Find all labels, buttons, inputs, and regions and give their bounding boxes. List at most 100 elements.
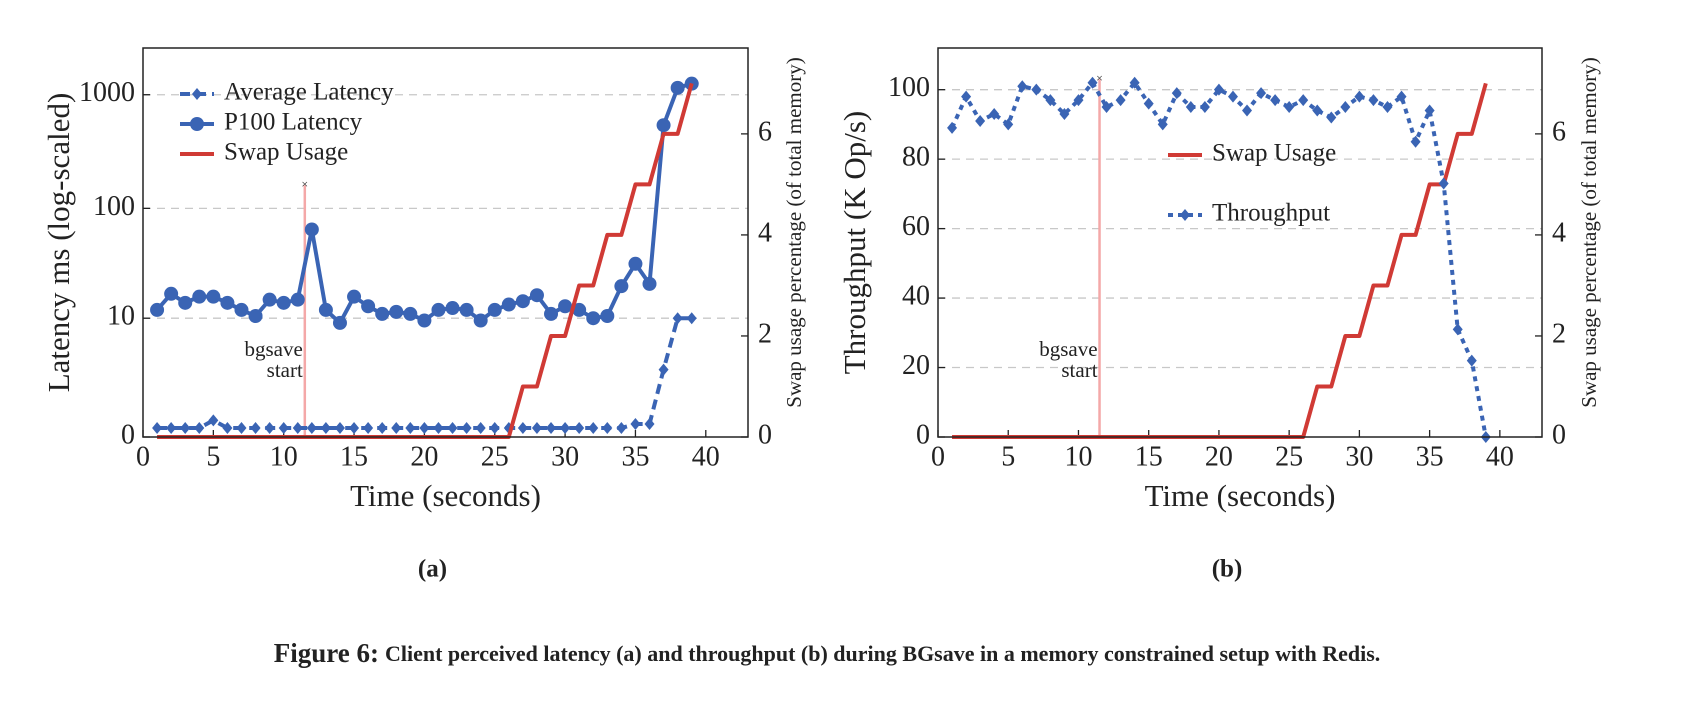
y2-axis-label: Swap usage percentage (of total memory) — [782, 57, 806, 407]
point — [447, 421, 458, 434]
point — [377, 421, 388, 434]
point — [290, 292, 305, 307]
y2-axis-label: Swap usage percentage (of total memory) — [1577, 57, 1601, 407]
point — [1073, 94, 1084, 107]
legend-label: Average Latency — [224, 79, 394, 106]
x-tick-label: 5 — [206, 441, 220, 472]
point — [487, 302, 502, 317]
point — [1298, 94, 1309, 107]
y2-tick-label: 6 — [758, 116, 772, 147]
point — [501, 297, 516, 312]
point — [602, 421, 613, 434]
point — [164, 286, 179, 301]
point — [1185, 101, 1196, 114]
point — [489, 421, 500, 434]
y2-tick-label: 0 — [758, 419, 772, 450]
y-tick-label: 0 — [916, 419, 930, 450]
annotation-text: bgsave — [244, 337, 302, 361]
point — [363, 421, 374, 434]
point — [194, 421, 205, 434]
point — [262, 292, 277, 307]
plot-frame — [937, 47, 1543, 438]
point — [1143, 97, 1154, 110]
point — [975, 114, 986, 127]
point — [473, 313, 488, 328]
point — [1213, 83, 1224, 96]
point — [658, 363, 669, 376]
point — [586, 311, 601, 326]
point — [1396, 90, 1407, 103]
point — [234, 302, 249, 317]
series-line — [952, 82, 1488, 439]
point — [276, 295, 291, 310]
point — [560, 421, 571, 434]
legend-marker — [192, 88, 202, 100]
point — [546, 421, 557, 434]
point — [361, 299, 376, 314]
point — [544, 306, 559, 321]
x-tick-label: 30 — [551, 441, 579, 472]
point — [1424, 104, 1435, 117]
point — [222, 421, 233, 434]
x-tick-label: 20 — [410, 441, 438, 472]
legend-label: Swap Usage — [1212, 140, 1336, 167]
point — [1312, 104, 1323, 117]
point — [180, 421, 191, 434]
point — [1059, 107, 1070, 120]
annotation-marker: × — [1096, 71, 1103, 85]
x-axis-label: Time (seconds) — [350, 478, 541, 513]
point — [248, 309, 263, 324]
annotation-text: start — [1061, 358, 1097, 382]
x-tick-label: 20 — [1205, 441, 1233, 472]
point — [1340, 101, 1351, 114]
point — [1045, 94, 1056, 107]
x-tick-label: 5 — [1001, 441, 1015, 472]
y-tick-label: 0 — [121, 419, 135, 450]
point — [529, 288, 544, 303]
point — [349, 421, 360, 434]
point — [278, 421, 289, 434]
point — [166, 421, 177, 434]
y2-tick-label: 4 — [758, 217, 772, 248]
point — [152, 421, 163, 434]
point — [1171, 87, 1182, 100]
annotation-text: start — [267, 358, 303, 382]
y2-tick-label: 0 — [1552, 419, 1566, 450]
point — [614, 279, 629, 294]
point — [961, 90, 972, 103]
point — [670, 80, 685, 95]
caption: Figure 6: Client perceived latency (a) an… — [274, 638, 1381, 668]
x-tick-label: 0 — [931, 441, 945, 472]
caption-text: Client perceived latency (a) and through… — [385, 641, 1380, 666]
x-axis-label: Time (seconds) — [1145, 478, 1336, 513]
y-tick-label: 100 — [93, 191, 135, 222]
point — [1368, 94, 1379, 107]
point — [630, 418, 641, 431]
x-tick-label: 25 — [1275, 441, 1303, 472]
point — [1382, 101, 1393, 114]
point — [320, 421, 331, 434]
y-tick-label: 80 — [902, 142, 930, 173]
caption-label: Figure 6: — [274, 638, 379, 668]
point — [672, 312, 683, 325]
point — [1438, 177, 1449, 190]
point — [292, 421, 303, 434]
x-tick-label: 0 — [136, 441, 150, 472]
legend-marker — [190, 117, 204, 131]
point — [150, 302, 165, 317]
point — [628, 256, 643, 271]
point — [642, 276, 657, 291]
x-tick-label: 40 — [692, 441, 720, 472]
point — [558, 299, 573, 314]
point — [1270, 94, 1281, 107]
point — [334, 421, 345, 434]
point — [208, 414, 219, 427]
point — [433, 421, 444, 434]
point — [306, 421, 317, 434]
point — [1003, 118, 1014, 131]
y-tick-label: 40 — [902, 280, 930, 311]
point — [178, 295, 193, 310]
legend-marker — [1180, 209, 1190, 221]
point — [1157, 118, 1168, 131]
point — [389, 304, 404, 319]
